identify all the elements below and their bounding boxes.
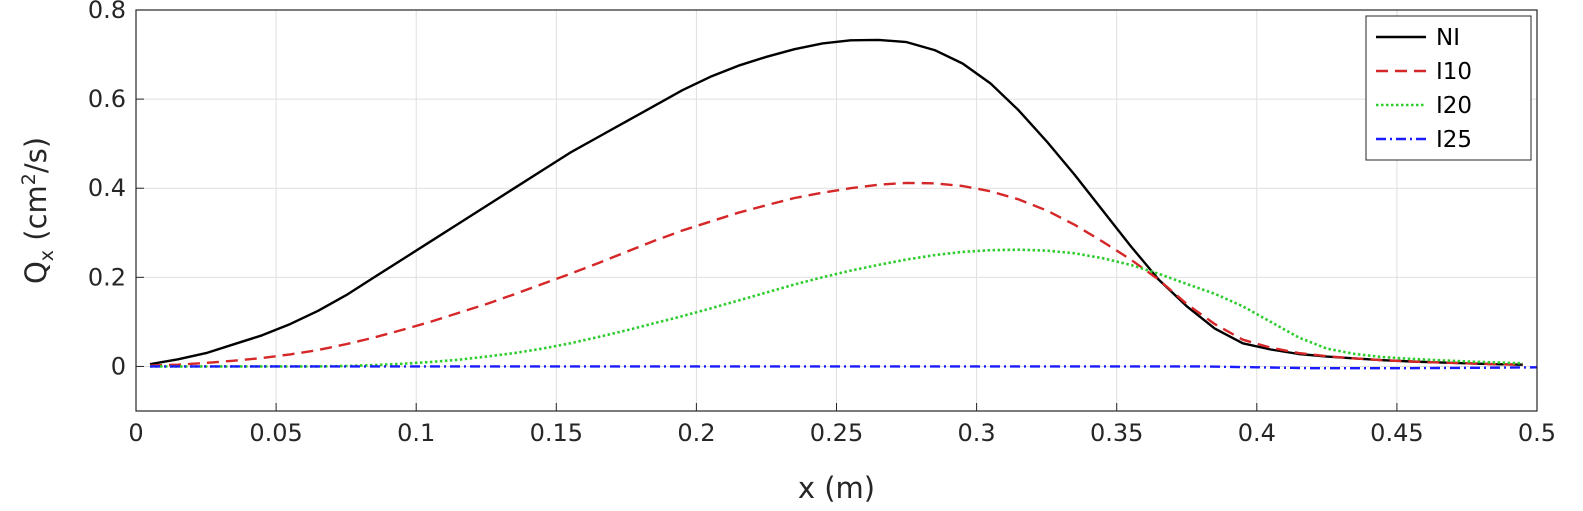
series-line-ni — [149, 38, 1524, 366]
x-tick-label: 0.1 — [397, 419, 435, 447]
series-line-i25 — [150, 365, 1538, 370]
x-tick-label: 0.15 — [530, 419, 583, 447]
series-layer — [149, 38, 1538, 370]
y-axis-label-unit-end: /s) — [19, 137, 53, 173]
x-tick-label: 0.3 — [958, 419, 996, 447]
y-tick-label: 0.6 — [88, 85, 126, 113]
x-tick-label: 0.35 — [1090, 419, 1143, 447]
x-tick-label: 0 — [128, 419, 143, 447]
y-tick-label: 0.8 — [88, 0, 126, 24]
y-axis-label-superscript: 2 — [18, 173, 40, 185]
y-axis-label-base: Q — [19, 261, 53, 284]
x-tick-label: 0.4 — [1238, 419, 1276, 447]
legend-label-i10: I10 — [1436, 59, 1472, 85]
x-tick-label: 0.05 — [249, 419, 302, 447]
y-axis: 0 0.2 0.4 0.6 0.8 — [88, 0, 144, 380]
legend-label-i20: I20 — [1436, 93, 1472, 119]
series-line-i10 — [149, 181, 1524, 367]
legend-box — [1365, 15, 1532, 161]
x-tick-label: 0.2 — [677, 419, 715, 447]
y-axis-label: Qx (cm2/s) — [18, 137, 58, 284]
x-axis: 0 0.05 0.1 0.15 0.2 0.25 0.3 0.35 0.4 0.45 0.5 — [128, 403, 1556, 447]
x-tick-label: 0.45 — [1370, 419, 1423, 447]
y-tick-label: 0 — [111, 352, 126, 380]
y-tick-label: 0.2 — [88, 263, 126, 291]
legend: NI I10 I20 I25 — [1365, 15, 1532, 161]
x-axis-label: x (m) — [798, 471, 875, 505]
x-tick-label: 0.25 — [810, 419, 863, 447]
y-axis-label-unit-start: (cm — [19, 185, 53, 250]
series-line-i20 — [150, 248, 1524, 368]
legend-label-i25: I25 — [1436, 127, 1472, 153]
y-axis-label-subscript: x — [36, 250, 58, 261]
x-tick-label: 0.5 — [1518, 419, 1556, 447]
grid — [135, 9, 1538, 411]
y-tick-label: 0.4 — [88, 174, 126, 202]
legend-label-ni: NI — [1436, 25, 1460, 51]
